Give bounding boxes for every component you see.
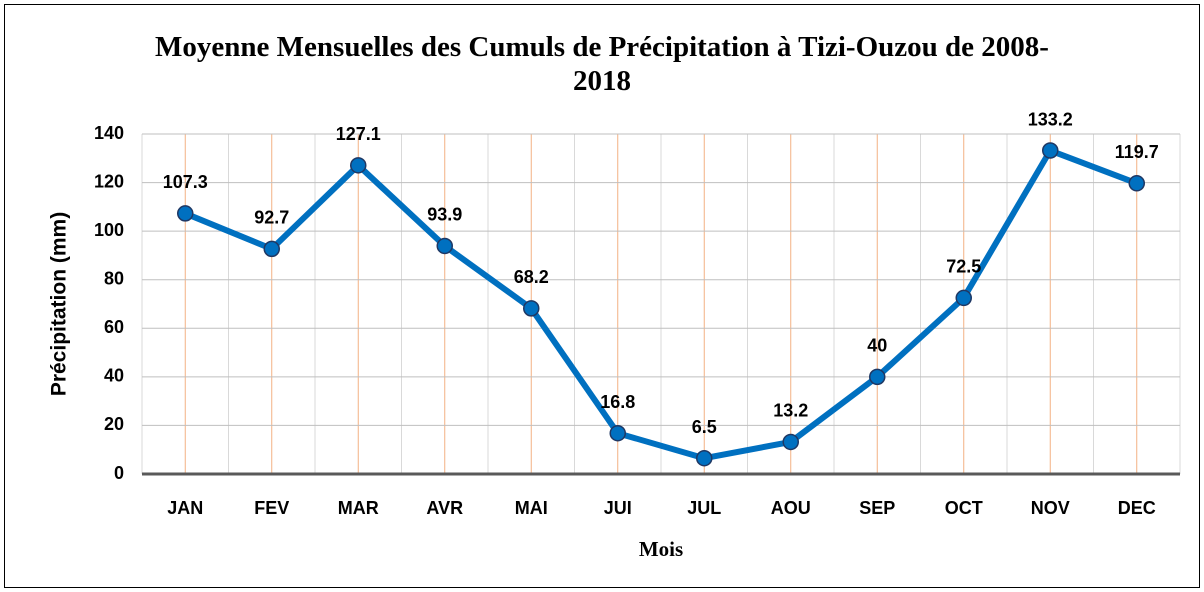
marker (263, 240, 280, 258)
marker (350, 157, 367, 174)
x-tick-label: NOV (1031, 498, 1070, 518)
y-tick-label: 80 (104, 268, 124, 288)
chart-title: Moyenne Mensuelles des Cumuls de Précipi… (155, 31, 1049, 97)
marker (436, 237, 453, 255)
marker (782, 433, 799, 451)
x-tick-label: JUI (604, 498, 632, 518)
marker (955, 289, 972, 307)
x-tick-label: AOU (771, 498, 811, 518)
y-tick-label: 40 (104, 366, 124, 386)
y-axis-label: Précipitation (mm) (48, 212, 71, 396)
data-label: 92.7 (254, 208, 289, 228)
y-tick-label: 0 (114, 463, 124, 483)
y-tick-label: 140 (94, 123, 124, 143)
marker (523, 300, 540, 317)
marker (869, 368, 886, 386)
y-tick-label: 60 (104, 317, 124, 337)
x-tick-label: JAN (167, 498, 203, 518)
data-label: 133.2 (1028, 109, 1073, 129)
data-label: 16.8 (600, 392, 635, 412)
data-label: 93.9 (427, 205, 462, 225)
data-label: 127.1 (336, 124, 381, 144)
x-tick-label: FEV (254, 498, 289, 518)
marker (177, 205, 194, 222)
data-label: 119.7 (1115, 142, 1159, 162)
data-label: 68.2 (514, 267, 549, 287)
data-label: 107.3 (163, 172, 208, 192)
x-tick-label: DEC (1118, 498, 1156, 518)
chart-frame (4, 4, 1200, 588)
x-tick-label: MAR (338, 498, 379, 518)
y-tick-label: 20 (104, 414, 124, 434)
y-tick-label: 100 (94, 220, 124, 240)
x-tick-label: JUL (687, 498, 721, 518)
data-label: 72.5 (946, 257, 981, 277)
x-tick-label: OCT (945, 498, 983, 518)
marker (609, 424, 626, 442)
x-tick-label: MAI (515, 498, 548, 518)
marker (1128, 175, 1145, 192)
marker (1042, 142, 1059, 159)
y-tick-label: 120 (94, 171, 124, 191)
x-tick-label: AVR (426, 498, 463, 518)
line (184, 147, 1138, 462)
data-label: 40 (867, 336, 887, 356)
marker (696, 449, 713, 467)
x-tick-label: SEP (859, 498, 895, 518)
data-label: 13.2 (773, 401, 808, 421)
data-label: 6.5 (692, 417, 717, 437)
x-axis-label: Mois (639, 537, 683, 561)
